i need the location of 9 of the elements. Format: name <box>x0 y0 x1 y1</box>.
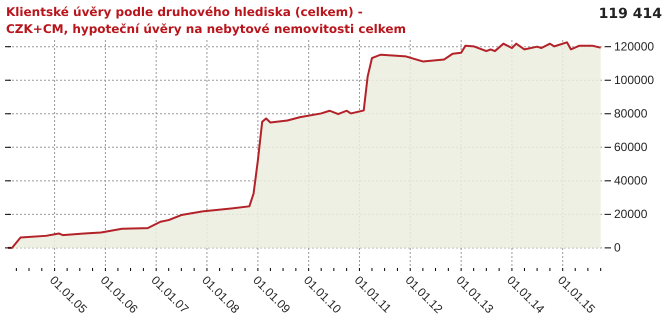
y-tick-label: 20000 <box>614 207 648 222</box>
y-tick-label: 60000 <box>614 140 648 154</box>
text: 119 414 <box>598 6 662 22</box>
y-tick-label: 100000 <box>614 73 654 88</box>
y-tick-label: 40000 <box>614 174 648 188</box>
chart-title: Klientské úvěry podle druhového hlediska (celkem) - CZK+CM, hypoteční úvěry na nebytové nemovitosti celkem <box>6 5 406 36</box>
y-tick-label: 80000 <box>614 106 648 121</box>
y-tick-label: 120000 <box>614 40 654 54</box>
y-tick-label: 0 <box>614 240 621 255</box>
